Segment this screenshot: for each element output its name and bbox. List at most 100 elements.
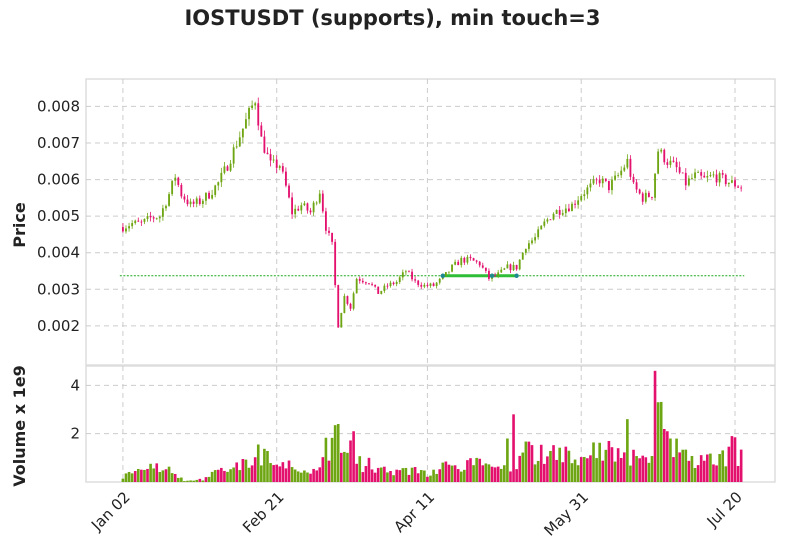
volume-bar <box>693 467 697 482</box>
volume-bar <box>176 477 180 482</box>
candle-body <box>488 270 490 279</box>
candle-body <box>638 189 641 194</box>
volume-bar <box>549 450 552 482</box>
candle-body <box>666 162 669 165</box>
volume-bar <box>392 475 395 482</box>
candle-body <box>635 182 638 190</box>
candle-body <box>540 225 543 230</box>
candle-body <box>417 280 420 285</box>
candle-body <box>125 228 127 232</box>
volume-bar <box>699 455 703 482</box>
volume-bar <box>567 450 571 482</box>
volume-bar <box>226 471 229 482</box>
candle-body <box>208 192 210 199</box>
volume-bar <box>189 480 192 482</box>
candle-body <box>651 196 653 198</box>
volume-bar <box>586 458 589 482</box>
volume-bar <box>681 449 685 482</box>
candle-body <box>349 303 352 309</box>
candle-body <box>254 103 257 106</box>
candle-body <box>226 166 229 171</box>
volume-bar <box>644 457 648 482</box>
volume-bar <box>164 469 168 482</box>
volume-bar <box>582 456 586 482</box>
volume-bar <box>598 442 601 482</box>
price-gridlines <box>86 79 775 365</box>
candle-body <box>168 194 170 206</box>
candle-body <box>558 209 561 215</box>
volume-axis-label: Volume x 1e9 <box>10 365 29 486</box>
volume-bar <box>216 469 220 482</box>
price-tick-label: 0.004 <box>37 244 80 262</box>
candle-body <box>521 252 524 260</box>
volume-bar <box>629 465 632 482</box>
candle-body <box>724 174 727 185</box>
volume-bar <box>459 471 463 482</box>
support-touch-points <box>440 273 519 278</box>
candle-body <box>426 284 429 286</box>
volume-bar <box>601 460 605 482</box>
candle-body <box>383 285 386 291</box>
volume-bar <box>349 440 352 482</box>
candle-body <box>475 260 478 262</box>
volume-bar <box>666 431 669 482</box>
candle-body <box>626 158 629 168</box>
volume-bar <box>229 469 232 482</box>
volume-bar <box>198 478 202 482</box>
volume-bar <box>161 470 165 482</box>
volume-bar <box>447 464 451 482</box>
date-tick-label: Jul 20 <box>703 488 746 531</box>
price-panel-frame <box>85 78 776 366</box>
candle-body <box>217 182 220 186</box>
volume-bar <box>312 468 315 482</box>
volume-bar <box>536 460 540 482</box>
candle-body <box>183 196 186 200</box>
candle-body <box>438 278 441 283</box>
volume-tick-label: 4 <box>70 376 80 394</box>
volume-bar <box>407 474 411 482</box>
candle-body <box>734 180 736 187</box>
volume-bar <box>155 463 159 482</box>
candle-body <box>318 193 321 203</box>
volume-bar <box>607 440 611 482</box>
date-tick-label: Apr 11 <box>390 488 438 536</box>
candle-body <box>275 159 278 168</box>
candle-body <box>272 159 275 161</box>
volume-bar <box>318 467 322 482</box>
price-tick-label: 0.008 <box>37 97 80 115</box>
candle-body <box>140 221 143 223</box>
candle-body <box>617 175 620 177</box>
candle-body <box>481 265 484 268</box>
candle-body <box>727 182 730 185</box>
volume-bar <box>272 465 275 482</box>
candle-body <box>737 186 740 188</box>
candle-body <box>303 203 306 206</box>
volume-bar <box>186 480 189 482</box>
volume-bar <box>398 470 402 482</box>
volume-bar <box>518 455 522 482</box>
volume-bar <box>290 467 294 482</box>
volume-bar <box>592 442 595 482</box>
candle-body <box>715 174 718 183</box>
volume-bar <box>622 452 626 482</box>
volume-bar <box>512 414 515 482</box>
candle-body <box>134 220 137 224</box>
volume-bar <box>715 465 718 482</box>
volume-bar <box>352 431 355 482</box>
candle-body <box>155 218 158 220</box>
volume-bar <box>496 466 500 482</box>
candle-body <box>361 280 364 283</box>
price-tick-label: 0.007 <box>37 134 80 152</box>
candle-body <box>509 264 512 271</box>
date-tick-label: Feb 21 <box>239 488 287 536</box>
volume-bar <box>321 457 325 482</box>
candle-body <box>121 227 124 232</box>
candle-body <box>537 229 540 238</box>
volume-bar <box>253 457 257 482</box>
candle-body <box>524 248 527 253</box>
candle-body <box>721 173 724 175</box>
candle-body <box>706 176 709 178</box>
candle-body <box>411 271 413 280</box>
candle-body <box>429 283 432 286</box>
volume-bar <box>570 463 574 482</box>
